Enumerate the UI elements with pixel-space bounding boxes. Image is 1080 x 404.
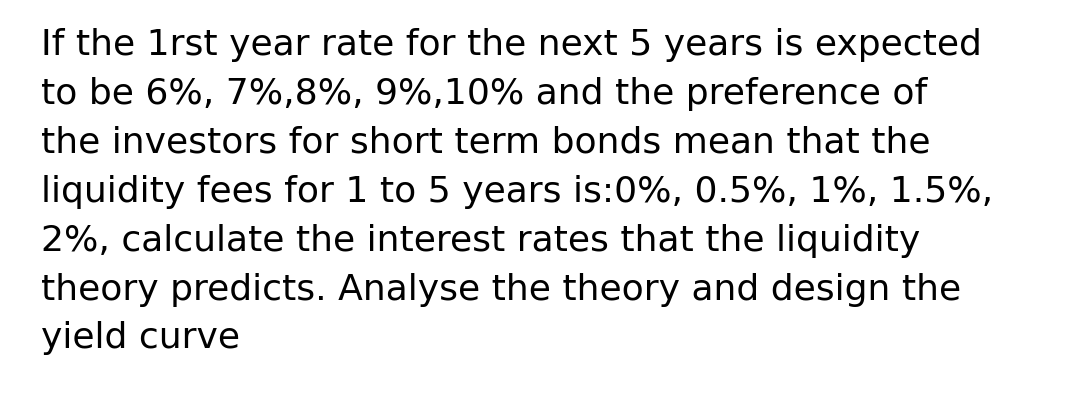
Text: If the 1rst year rate for the next 5 years is expected
to be 6%, 7%,8%, 9%,10% a: If the 1rst year rate for the next 5 yea… [41, 28, 994, 356]
